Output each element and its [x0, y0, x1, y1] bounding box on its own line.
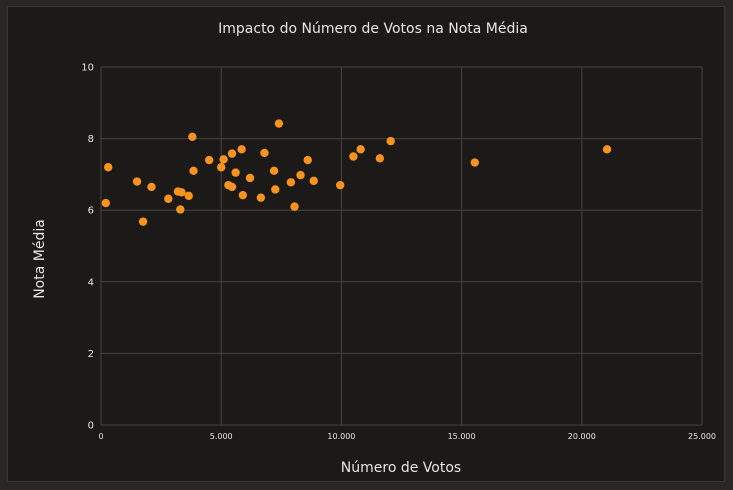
data-point	[101, 198, 111, 208]
data-point	[238, 190, 248, 200]
data-point	[217, 163, 226, 172]
data-point	[375, 154, 385, 163]
scatter-chart: Impacto do Número de Votos na Nota Média…	[32, 21, 716, 476]
data-point	[335, 180, 345, 190]
chart-title: Impacto do Número de Votos na Nota Média	[218, 21, 528, 37]
data-point	[147, 182, 156, 192]
data-point	[227, 182, 237, 192]
x-tick-label: 15.000	[448, 432, 476, 441]
data-point	[256, 193, 266, 202]
y-axis-label: Nota Média	[32, 219, 48, 299]
x-tick-label: 5.000	[210, 432, 233, 441]
data-point	[104, 163, 113, 172]
y-tick-label: 8	[88, 134, 94, 145]
data-point	[177, 188, 186, 197]
data-point	[260, 148, 269, 158]
data-point	[309, 176, 318, 186]
data-point	[184, 191, 193, 201]
y-tick-label: 10	[81, 63, 94, 74]
y-tick-label: 6	[88, 206, 94, 217]
data-point	[269, 166, 279, 176]
data-point	[164, 194, 173, 203]
data-point	[286, 178, 296, 187]
data-point	[204, 155, 214, 165]
data-point	[132, 177, 142, 186]
x-tick-label: 0	[98, 432, 103, 441]
data-points	[101, 119, 612, 226]
data-point	[231, 168, 240, 177]
x-tick-label: 25.000	[688, 432, 716, 441]
x-tick-label: 10.000	[327, 432, 355, 441]
chart-container: Impacto do Número de Votos na Nota Média…	[7, 6, 725, 482]
data-point	[349, 152, 358, 161]
data-point	[245, 173, 255, 183]
data-point	[237, 145, 246, 154]
data-point	[602, 145, 612, 154]
data-point	[227, 149, 237, 158]
data-point	[271, 185, 280, 194]
data-point	[188, 132, 197, 142]
y-tick-label: 4	[88, 277, 94, 288]
y-tick-label: 2	[88, 349, 94, 360]
data-point	[296, 170, 305, 180]
data-point	[138, 217, 148, 226]
data-point	[470, 158, 480, 167]
data-point	[386, 136, 395, 146]
data-point	[219, 155, 228, 164]
data-point	[274, 119, 284, 128]
data-point	[189, 166, 198, 176]
data-point	[303, 155, 312, 165]
x-axis-label: Número de Votos	[341, 460, 461, 476]
data-point	[176, 205, 185, 214]
y-tick-label: 0	[88, 421, 94, 432]
grid-lines	[100, 66, 703, 426]
data-point	[356, 145, 365, 154]
x-tick-label: 20.000	[568, 432, 596, 441]
tick-labels: 0 2 4 6 8 10 0 5.000 10.000 15.000 20.000 25.000	[81, 63, 716, 442]
data-point	[290, 202, 299, 211]
